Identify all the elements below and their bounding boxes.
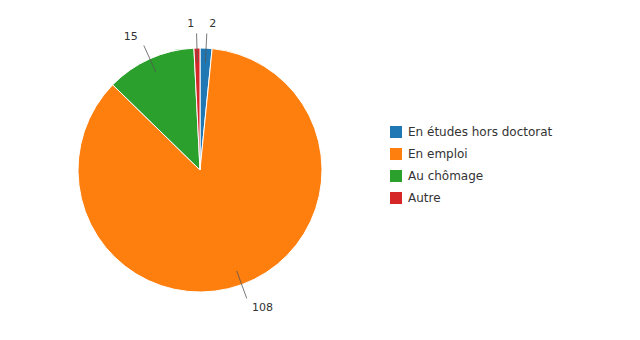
- data-label: 15: [124, 30, 138, 43]
- leader-line: [205, 34, 206, 63]
- legend: En études hors doctorat En emploi Au chôma…: [390, 125, 553, 205]
- legend-item: Autre: [390, 191, 441, 205]
- data-label: 1: [187, 17, 194, 30]
- leader-line: [196, 33, 198, 62]
- legend-item: Au chômage: [390, 169, 483, 183]
- data-label: 2: [209, 17, 216, 30]
- data-labels: 2 108 15 1: [124, 17, 273, 314]
- pie-slice: [78, 49, 322, 292]
- leader-line: [237, 271, 247, 299]
- legend-label: En études hors doctorat: [408, 125, 553, 139]
- pie-slice: [194, 48, 200, 170]
- legend-label: Autre: [408, 191, 441, 205]
- legend-item: En études hors doctorat: [390, 125, 553, 139]
- data-label: 108: [252, 301, 273, 314]
- leader-line: [144, 45, 156, 72]
- legend-label: Au chômage: [408, 169, 483, 183]
- legend-swatch: [390, 192, 402, 204]
- chart: 2 108 15 1 En études hors doctorat En emploi A…: [0, 0, 640, 340]
- pie: [78, 48, 322, 292]
- legend-item: En emploi: [390, 147, 468, 161]
- legend-swatch: [390, 170, 402, 182]
- legend-label: En emploi: [408, 147, 468, 161]
- legend-swatch: [390, 148, 402, 160]
- legend-swatch: [390, 126, 402, 138]
- pie-slice: [113, 48, 200, 170]
